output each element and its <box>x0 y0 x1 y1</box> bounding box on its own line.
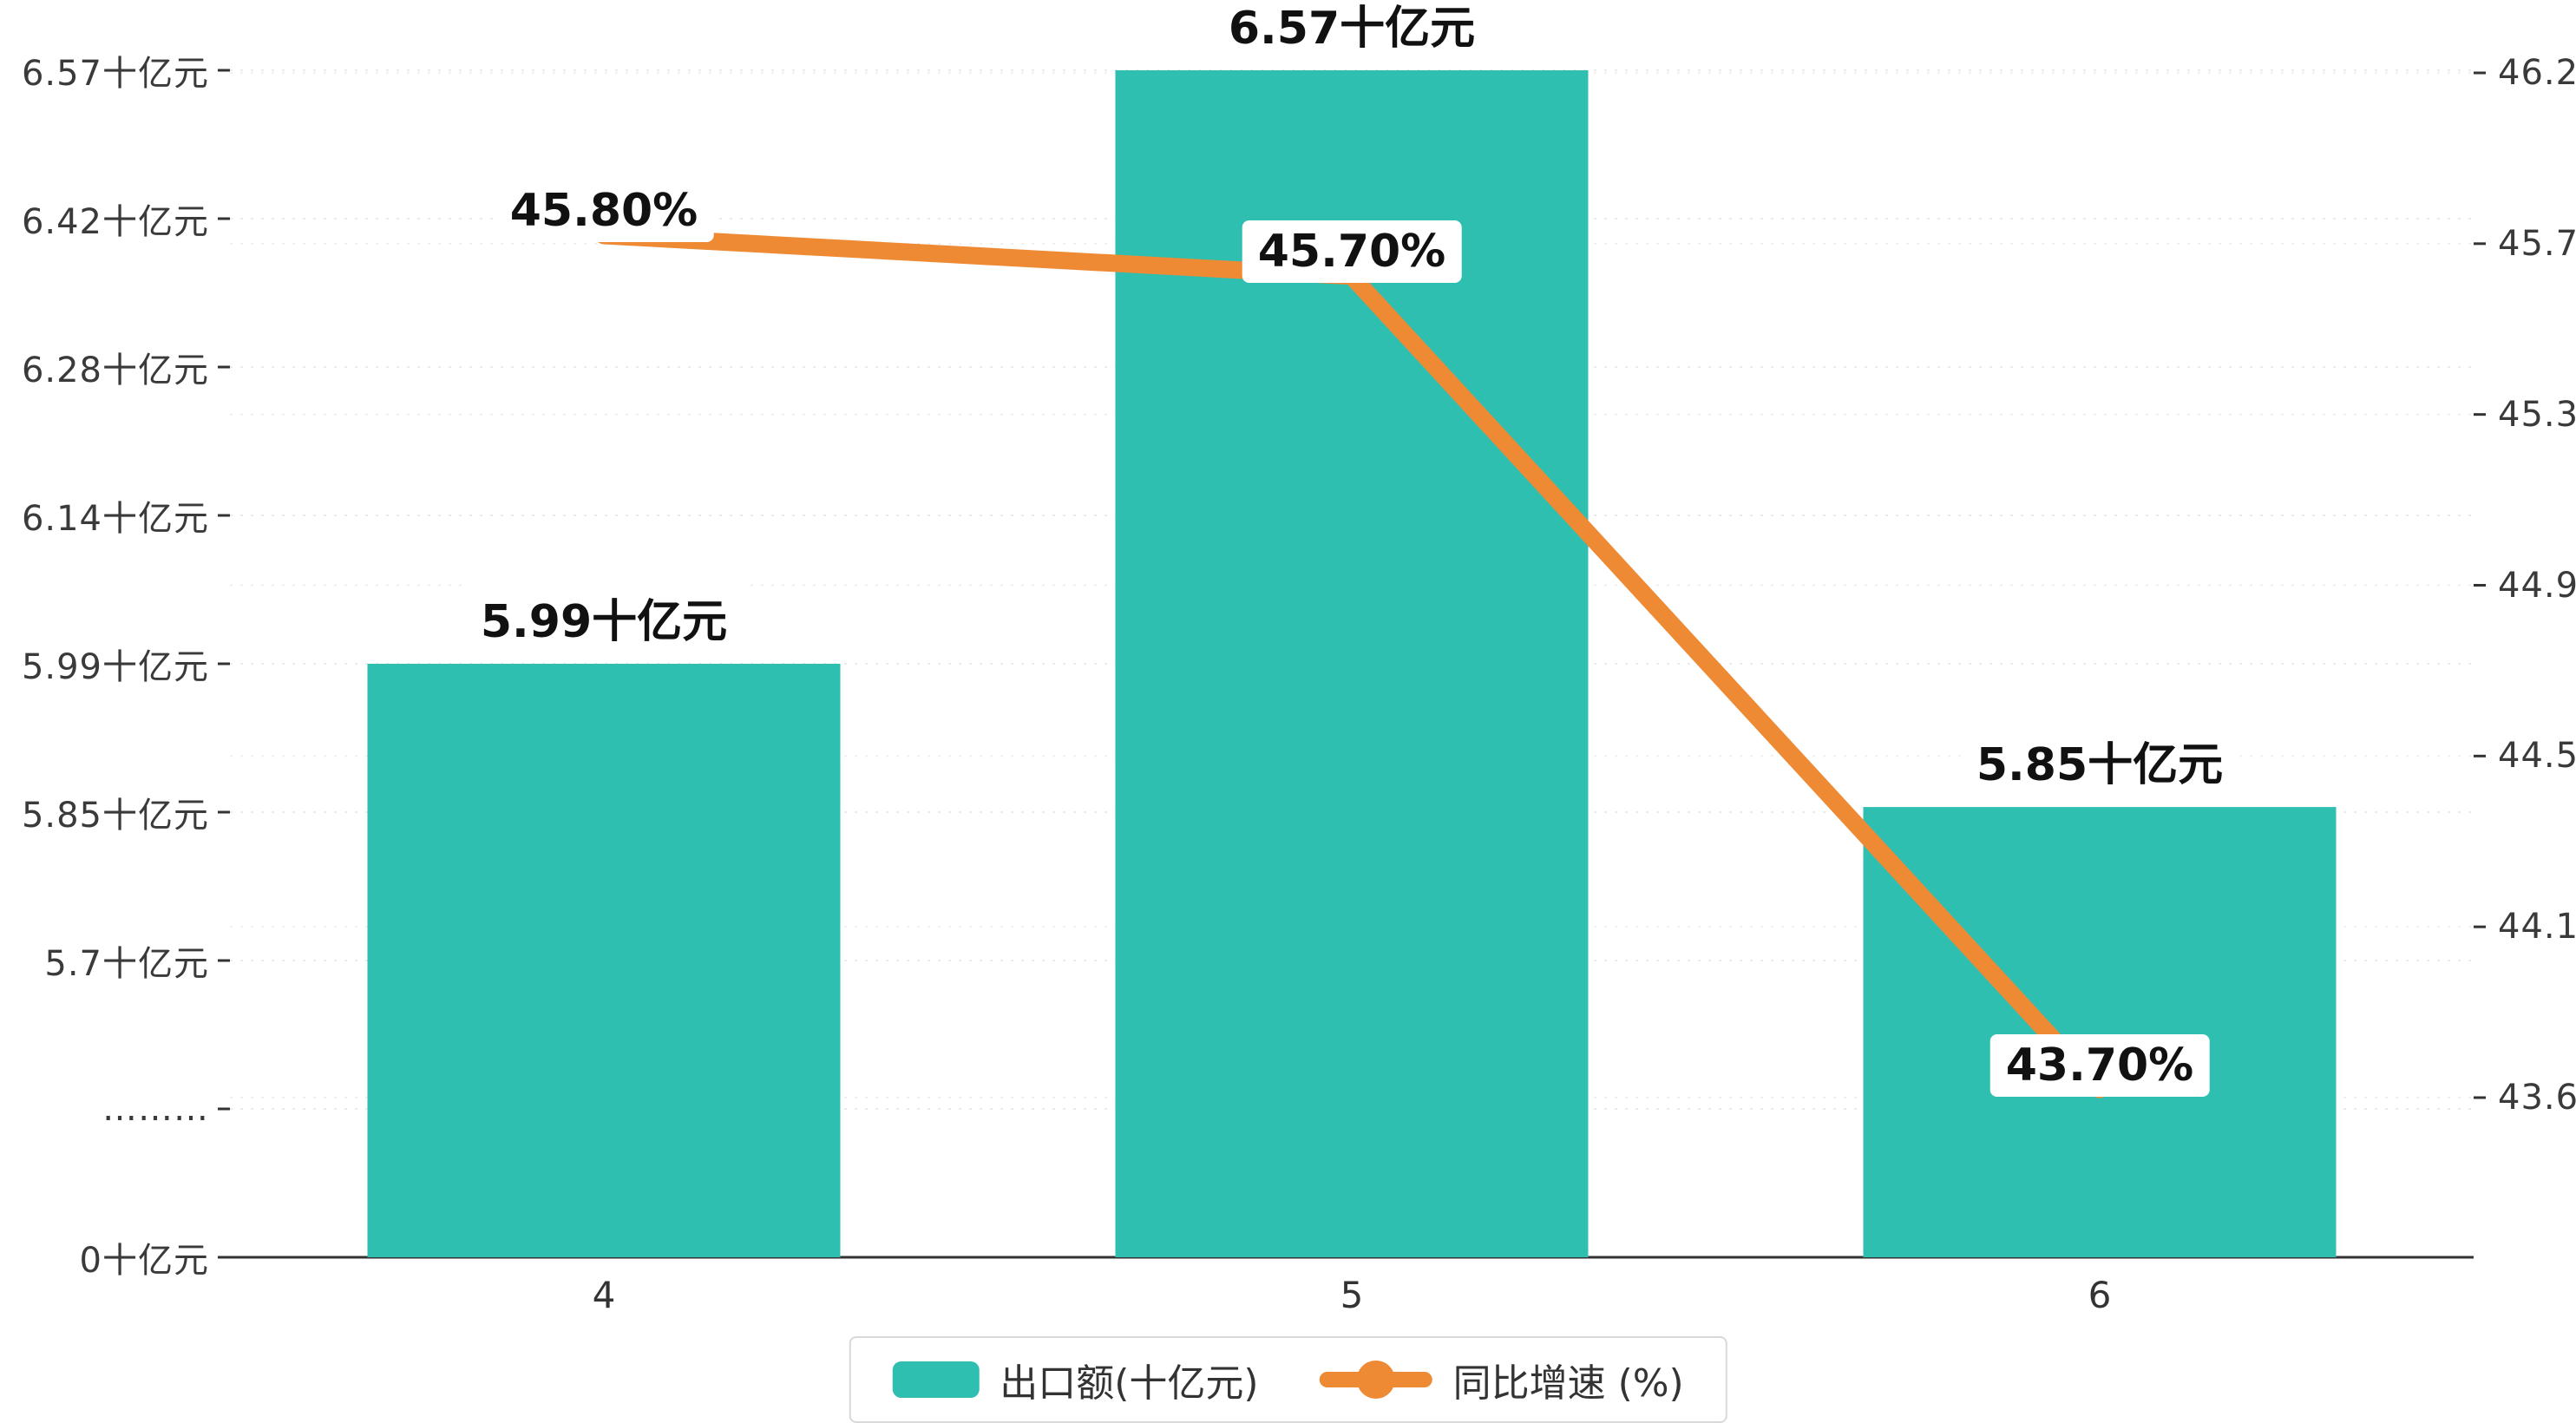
bar-swatch-icon <box>892 1361 980 1398</box>
bar[interactable] <box>1115 70 1589 1257</box>
legend-label-growth: 同比增速 (%) <box>1452 1361 1684 1406</box>
line-swatch-icon <box>1319 1361 1432 1399</box>
bar[interactable] <box>367 664 841 1257</box>
legend: 出口额(十亿元) 同比增速 (%) <box>849 1336 1727 1423</box>
bar[interactable] <box>1863 807 2337 1257</box>
legend-item-growth[interactable]: 同比增速 (%) <box>1319 1352 1684 1407</box>
line-swatch-dot <box>1356 1361 1395 1399</box>
legend-item-export[interactable]: 出口额(十亿元) <box>892 1352 1259 1407</box>
legend-label-export: 出口额(十亿元) <box>1000 1361 1259 1406</box>
